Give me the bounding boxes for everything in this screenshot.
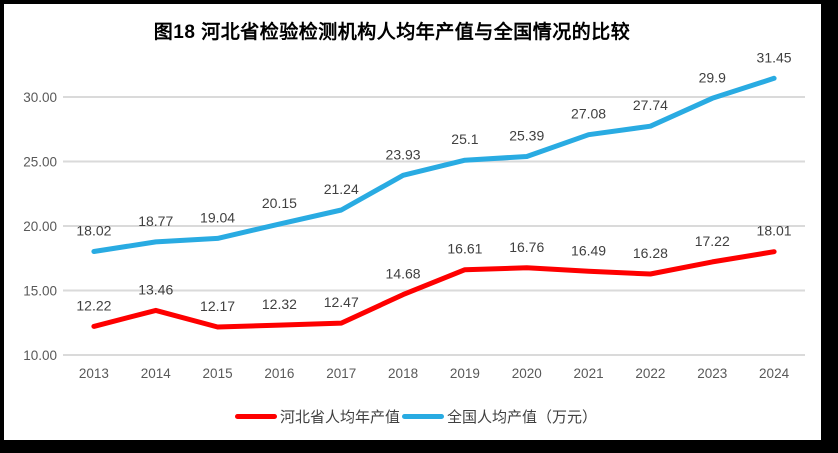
x-tick-label: 2016	[264, 366, 294, 381]
legend: 河北省人均年产值 全国人均产值（万元）	[4, 403, 821, 429]
x-tick-label: 2022	[635, 366, 665, 381]
x-tick-label: 2023	[697, 366, 727, 381]
national-series-swatch	[402, 413, 444, 419]
national-series-label: 全国人均产值（万元）	[447, 408, 598, 426]
line-chart-plot: 10.00 15.00 20.00 25.00 30.00 2013 2014 2015 201…	[23, 49, 805, 381]
legend-item-national: 全国人均产值（万元）	[402, 406, 599, 427]
data-label: 18.77	[138, 213, 173, 229]
x-tick-label: 2014	[141, 366, 172, 381]
data-label: 29.9	[699, 69, 726, 85]
hebei-series-swatch	[234, 413, 277, 419]
data-label: 18.01	[757, 223, 792, 239]
y-tick-label: 20.00	[23, 219, 57, 234]
legend-item-hebei: 河北省人均年产值	[234, 406, 402, 427]
data-label: 19.04	[200, 209, 235, 225]
data-label: 12.22	[76, 297, 111, 313]
data-label: 16.76	[509, 239, 544, 255]
data-label: 23.93	[386, 146, 421, 162]
y-tick-label: 15.00	[23, 284, 57, 299]
data-label: 16.61	[447, 241, 482, 257]
data-label: 13.46	[138, 281, 173, 297]
chart-title: 图18 河北省检验检测机构人均年产值与全国情况的比较	[153, 22, 631, 43]
data-label: 20.15	[262, 195, 297, 211]
chart-canvas: 图18 河北省检验检测机构人均年产值与全国情况的比较 10.00 15.00 20.…	[4, 4, 821, 440]
x-tick-label: 2020	[512, 366, 542, 381]
data-label: 16.28	[633, 245, 668, 261]
x-tick-label: 2018	[388, 366, 418, 381]
x-tick-label: 2015	[203, 366, 233, 381]
data-label: 12.47	[324, 294, 359, 310]
data-label: 18.02	[76, 223, 111, 239]
data-label: 31.45	[757, 49, 792, 65]
y-tick-label: 10.00	[23, 348, 57, 363]
x-tick-label: 2021	[574, 366, 604, 381]
x-tick-label: 2017	[326, 366, 356, 381]
data-label: 25.1	[451, 131, 478, 147]
hebei-series-label: 河北省人均年产值	[279, 408, 400, 426]
data-label: 12.17	[200, 298, 235, 314]
data-label: 27.74	[633, 97, 668, 113]
data-label: 27.08	[571, 106, 606, 122]
data-label: 25.39	[509, 127, 544, 143]
data-label: 12.32	[262, 296, 297, 312]
series-line-national	[91, 75, 777, 254]
y-tick-label: 30.00	[23, 90, 57, 105]
x-tick-label: 2013	[79, 366, 109, 381]
data-label: 21.24	[324, 181, 359, 197]
y-tick-label: 25.00	[23, 155, 57, 170]
data-label: 17.22	[695, 233, 730, 249]
data-label: 16.49	[571, 242, 606, 258]
series-line-hebei	[91, 249, 777, 330]
x-tick-label: 2019	[450, 366, 480, 381]
data-label: 14.68	[386, 266, 421, 282]
x-tick-label: 2024	[759, 366, 790, 381]
